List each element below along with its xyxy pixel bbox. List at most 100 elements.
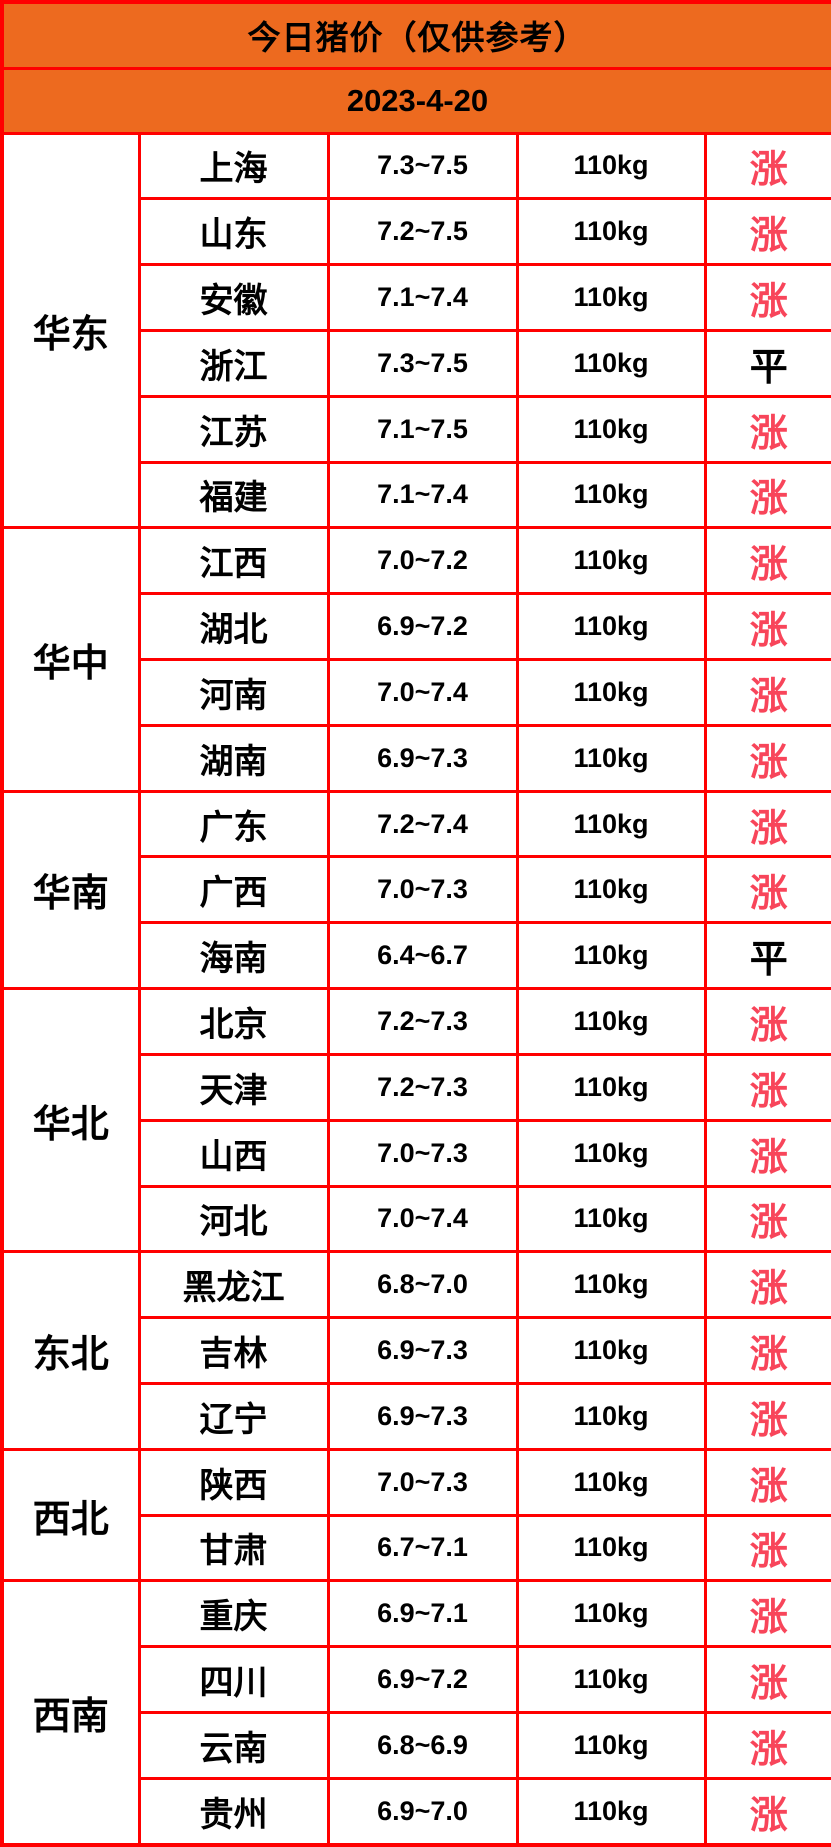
weight-cell: 110kg: [515, 263, 707, 332]
trend-cell: 平: [703, 921, 831, 991]
table-row: 天津 7.2~7.3 110kg 涨: [2, 1052, 831, 1122]
trend-cell: 涨: [703, 394, 831, 464]
weight-cell: 110kg: [515, 1184, 707, 1254]
region-cell: 华北: [0, 987, 141, 1254]
price-cell: 6.4~6.7: [326, 921, 519, 991]
province-cell: 湖北: [137, 592, 330, 661]
table-row: 四川 6.9~7.2 110kg 涨: [2, 1645, 831, 1714]
weight-cell: 110kg: [515, 921, 707, 991]
weight-cell: 110kg: [515, 1711, 707, 1780]
province-cell: 陕西: [137, 1447, 330, 1517]
price-cell: 6.9~7.2: [326, 592, 519, 661]
province-cell: 贵州: [137, 1776, 330, 1847]
weight-cell: 110kg: [515, 1052, 707, 1122]
trend-cell: 涨: [703, 1118, 831, 1188]
province-cell: 天津: [137, 1052, 330, 1122]
trend-cell: 涨: [703, 263, 831, 332]
weight-cell: 110kg: [515, 592, 707, 661]
trend-cell: 涨: [703, 460, 831, 530]
trend-cell: 涨: [703, 1184, 831, 1254]
trend-cell: 涨: [703, 1645, 831, 1714]
trend-cell: 涨: [703, 1381, 831, 1451]
weight-cell: 110kg: [515, 723, 707, 793]
price-cell: 7.0~7.4: [326, 658, 519, 727]
table-row: 贵州 6.9~7.0 110kg 涨: [2, 1776, 831, 1847]
region-cell: 华东: [0, 131, 141, 530]
region-cell: 东北: [0, 1250, 141, 1451]
trend-cell: 涨: [703, 789, 831, 859]
date-label: 2023-4-20: [0, 66, 831, 135]
trend-cell: 涨: [703, 1513, 831, 1583]
province-cell: 湖南: [137, 723, 330, 793]
table-row: 广西 7.0~7.3 110kg 涨: [2, 855, 831, 925]
region-cell: 华南: [0, 789, 141, 991]
price-cell: 6.9~7.3: [326, 723, 519, 793]
price-cell: 7.2~7.5: [326, 197, 519, 267]
price-cell: 7.2~7.3: [326, 1052, 519, 1122]
weight-cell: 110kg: [515, 1579, 707, 1649]
weight-cell: 110kg: [515, 394, 707, 464]
price-cell: 7.1~7.5: [326, 394, 519, 464]
province-cell: 山东: [137, 197, 330, 267]
price-cell: 7.3~7.5: [326, 131, 519, 201]
trend-cell: 涨: [703, 1711, 831, 1780]
weight-cell: 110kg: [515, 1776, 707, 1847]
province-cell: 甘肃: [137, 1513, 330, 1583]
table-row: 西南 重庆 6.9~7.1 110kg 涨: [0, 1579, 831, 1847]
table-row: 东北 黑龙江 6.8~7.0 110kg 涨: [0, 1250, 831, 1451]
weight-cell: 110kg: [515, 1645, 707, 1714]
table-row: 云南 6.8~6.9 110kg 涨: [2, 1711, 831, 1780]
table-row: 华南 广东 7.2~7.4 110kg 涨: [0, 789, 831, 991]
weight-cell: 110kg: [515, 855, 707, 925]
table-row: 福建 7.1~7.4 110kg 涨: [2, 460, 831, 530]
price-cell: 7.0~7.2: [326, 526, 519, 596]
table-row: 华中 江西 7.0~7.2 110kg 涨: [0, 526, 831, 793]
price-cell: 7.0~7.3: [326, 855, 519, 925]
province-cell: 广东: [137, 789, 330, 859]
table-row: 西北 陕西 7.0~7.3 110kg 涨: [0, 1447, 831, 1583]
province-cell: 福建: [137, 460, 330, 530]
trend-cell: 涨: [703, 197, 831, 267]
province-cell: 辽宁: [137, 1381, 330, 1451]
province-cell: 河北: [137, 1184, 330, 1254]
table-row: 山东 7.2~7.5 110kg 涨: [2, 197, 831, 267]
price-cell: 6.9~7.1: [326, 1579, 519, 1649]
price-cell: 7.1~7.4: [326, 263, 519, 332]
price-cell: 7.3~7.5: [326, 328, 519, 398]
weight-cell: 110kg: [515, 131, 707, 201]
price-cell: 6.8~7.0: [326, 1250, 519, 1320]
table-row: 河北 7.0~7.4 110kg 涨: [2, 1184, 831, 1254]
trend-cell: 涨: [703, 723, 831, 793]
trend-cell: 涨: [703, 592, 831, 661]
weight-cell: 110kg: [515, 1118, 707, 1188]
trend-cell: 涨: [703, 1776, 831, 1847]
weight-cell: 110kg: [515, 1316, 707, 1385]
province-cell: 上海: [137, 131, 330, 201]
table-row: 辽宁 6.9~7.3 110kg 涨: [2, 1381, 831, 1451]
weight-cell: 110kg: [515, 1513, 707, 1583]
province-cell: 广西: [137, 855, 330, 925]
date-row: 2023-4-20: [0, 66, 831, 135]
table-row: 河南 7.0~7.4 110kg 涨: [2, 658, 831, 727]
price-cell: 6.9~7.0: [326, 1776, 519, 1847]
weight-cell: 110kg: [515, 1381, 707, 1451]
weight-cell: 110kg: [515, 197, 707, 267]
region-cell: 西南: [0, 1579, 141, 1847]
price-cell: 6.9~7.2: [326, 1645, 519, 1714]
province-cell: 北京: [137, 987, 330, 1056]
trend-cell: 涨: [703, 1052, 831, 1122]
region-cell: 华中: [0, 526, 141, 793]
table-row: 江苏 7.1~7.5 110kg 涨: [2, 394, 831, 464]
trend-cell: 涨: [703, 131, 831, 201]
table-row: 山西 7.0~7.3 110kg 涨: [2, 1118, 831, 1188]
province-cell: 重庆: [137, 1579, 330, 1649]
price-cell: 7.2~7.3: [326, 987, 519, 1056]
province-cell: 四川: [137, 1645, 330, 1714]
province-cell: 河南: [137, 658, 330, 727]
province-cell: 江苏: [137, 394, 330, 464]
trend-cell: 平: [703, 328, 831, 398]
table-row: 湖北 6.9~7.2 110kg 涨: [2, 592, 831, 661]
province-cell: 海南: [137, 921, 330, 991]
price-cell: 7.0~7.3: [326, 1447, 519, 1517]
trend-cell: 涨: [703, 1447, 831, 1517]
